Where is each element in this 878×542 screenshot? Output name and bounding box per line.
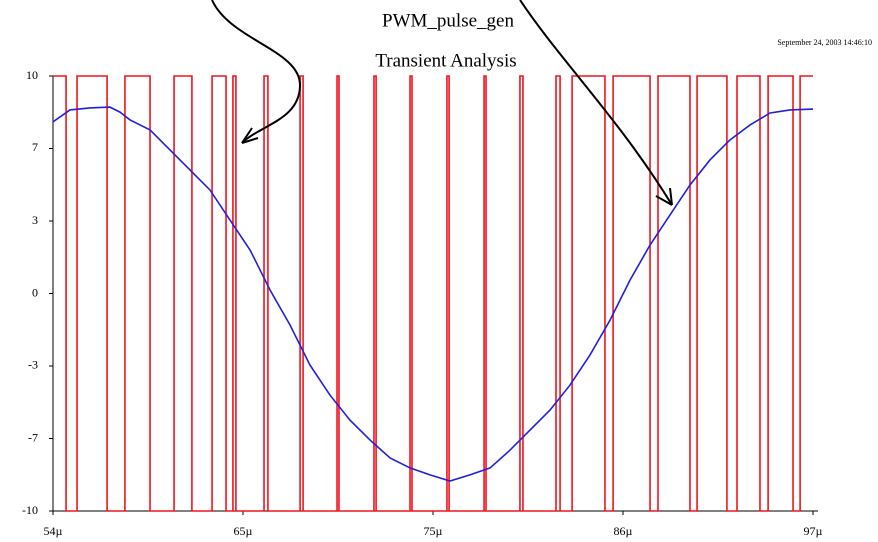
y-tick-label: -10 [22, 503, 38, 517]
y-tick-label: -3 [28, 358, 38, 372]
y-tick-label: 3 [32, 213, 38, 227]
x-tick-label: 65µ [234, 524, 253, 538]
arrow [519, 0, 673, 206]
y-tick-label: -7 [28, 430, 38, 444]
arrow-head [241, 127, 259, 144]
series-line [53, 75, 813, 512]
arrow [211, 0, 302, 144]
chart-title: PWM_pulse_gen [382, 10, 514, 31]
chart-subtitle: Transient Analysis [375, 50, 516, 71]
series-line [52, 106, 814, 482]
x-tick-label: 97µ [804, 524, 823, 538]
arrow-head [655, 187, 673, 206]
y-tick-label: 10 [26, 68, 38, 82]
plot-area: -10 -7 -3 0 3 7 10 54µ 65µ 75µ 86µ 97µ [22, 68, 823, 538]
timestamp: September 24, 2003 14:46:10 [777, 38, 872, 47]
x-tick-label: 86µ [614, 524, 633, 538]
y-tick-label: 7 [32, 140, 38, 154]
x-tick-label: 75µ [424, 524, 443, 538]
x-tick-label: 54µ [44, 524, 63, 538]
annotation-arrows [211, 0, 673, 206]
y-tick-label: 0 [32, 285, 38, 299]
